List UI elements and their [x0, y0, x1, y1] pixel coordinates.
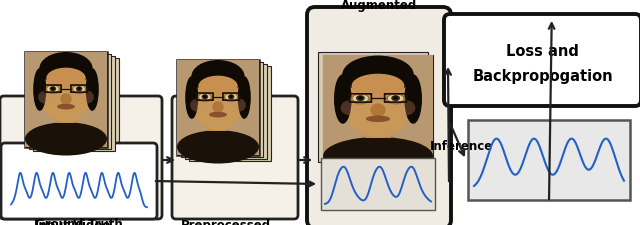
Ellipse shape — [225, 94, 237, 101]
Ellipse shape — [74, 86, 85, 93]
Ellipse shape — [39, 53, 93, 86]
Ellipse shape — [72, 85, 86, 95]
Ellipse shape — [371, 104, 386, 117]
Ellipse shape — [386, 94, 406, 105]
Ellipse shape — [394, 97, 398, 100]
Bar — [189, 66, 271, 161]
FancyBboxPatch shape — [1, 143, 157, 219]
Ellipse shape — [47, 86, 59, 93]
Ellipse shape — [33, 69, 46, 111]
Ellipse shape — [177, 131, 259, 164]
Ellipse shape — [60, 94, 72, 105]
Ellipse shape — [356, 96, 365, 102]
Bar — [468, 120, 630, 200]
Ellipse shape — [231, 99, 246, 112]
Ellipse shape — [46, 68, 86, 89]
Bar — [365, 118, 391, 138]
Ellipse shape — [57, 104, 75, 110]
Ellipse shape — [77, 88, 81, 91]
Ellipse shape — [198, 76, 237, 97]
Bar — [33, 56, 115, 151]
Ellipse shape — [344, 72, 412, 138]
Ellipse shape — [351, 74, 404, 99]
Bar — [321, 158, 435, 210]
Text: Ground Truth: Ground Truth — [35, 217, 123, 225]
Ellipse shape — [209, 112, 227, 118]
Ellipse shape — [45, 85, 60, 95]
Ellipse shape — [342, 56, 413, 95]
Bar — [318, 53, 428, 162]
Ellipse shape — [366, 116, 390, 123]
Bar — [25, 52, 107, 147]
Ellipse shape — [388, 95, 403, 103]
Ellipse shape — [51, 88, 54, 91]
Text: Augmented: Augmented — [341, 0, 417, 12]
Ellipse shape — [237, 77, 251, 119]
Ellipse shape — [185, 77, 198, 119]
Ellipse shape — [193, 74, 243, 131]
Ellipse shape — [323, 137, 433, 176]
Ellipse shape — [199, 94, 211, 101]
Ellipse shape — [391, 96, 400, 102]
Ellipse shape — [50, 87, 56, 92]
Ellipse shape — [340, 101, 360, 116]
Ellipse shape — [25, 123, 107, 156]
Ellipse shape — [38, 91, 53, 104]
Ellipse shape — [224, 93, 239, 103]
Ellipse shape — [190, 99, 205, 112]
Ellipse shape — [351, 94, 371, 105]
Bar — [181, 62, 263, 157]
Ellipse shape — [353, 95, 368, 103]
Ellipse shape — [396, 101, 415, 116]
Bar — [177, 60, 259, 155]
Ellipse shape — [204, 96, 207, 99]
Ellipse shape — [86, 69, 99, 111]
FancyBboxPatch shape — [444, 15, 640, 106]
Ellipse shape — [191, 61, 244, 94]
Bar — [56, 106, 76, 123]
Ellipse shape — [202, 95, 208, 100]
Bar — [323, 56, 433, 165]
Ellipse shape — [76, 87, 83, 92]
Text: Input Video: Input Video — [34, 218, 110, 225]
FancyBboxPatch shape — [0, 97, 162, 219]
Bar — [323, 56, 433, 165]
Bar — [208, 114, 228, 131]
Bar — [25, 52, 107, 147]
Bar — [37, 58, 119, 153]
Text: Inference: Inference — [430, 139, 493, 152]
Ellipse shape — [230, 96, 233, 99]
FancyBboxPatch shape — [307, 8, 451, 225]
Text: Loss and: Loss and — [506, 44, 579, 59]
Ellipse shape — [404, 75, 422, 124]
Ellipse shape — [198, 93, 212, 103]
Text: Preprocessed: Preprocessed — [181, 218, 271, 225]
Ellipse shape — [212, 102, 224, 113]
FancyBboxPatch shape — [172, 97, 298, 219]
Ellipse shape — [228, 95, 234, 100]
Ellipse shape — [40, 66, 92, 123]
Text: Backpropogation: Backpropogation — [472, 69, 613, 84]
Ellipse shape — [334, 75, 351, 124]
Ellipse shape — [358, 97, 363, 100]
Bar — [185, 64, 267, 159]
Bar — [29, 54, 111, 149]
Bar — [177, 60, 259, 155]
Ellipse shape — [79, 91, 94, 104]
